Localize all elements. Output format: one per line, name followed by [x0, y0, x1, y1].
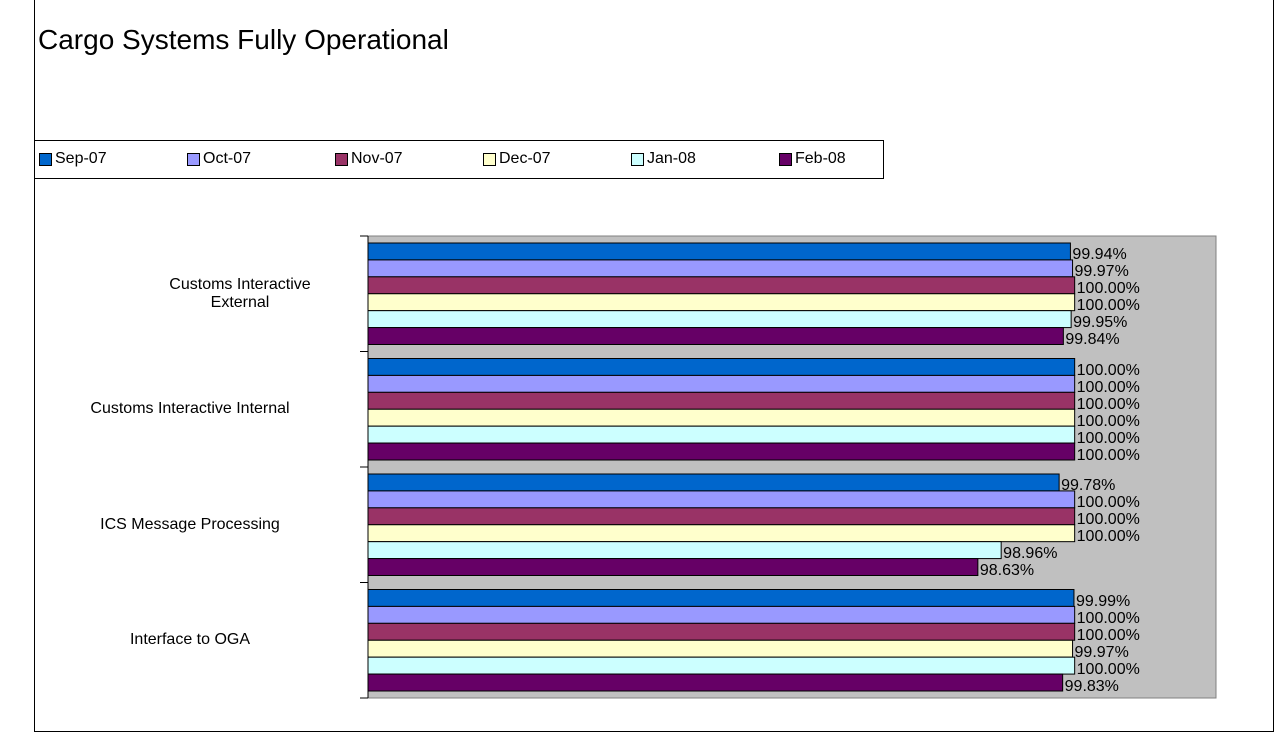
- bar: [367, 507, 1076, 526]
- data-label: 98.96%: [1003, 545, 1058, 563]
- data-label: 100.00%: [1076, 412, 1140, 430]
- bar: [367, 310, 1072, 329]
- bar: [367, 442, 1076, 461]
- data-label: 100.00%: [1076, 626, 1140, 644]
- legend-label: Dec-07: [499, 150, 551, 167]
- category-label: Customs Interactive External: [169, 275, 311, 311]
- legend-swatch: [779, 152, 792, 166]
- bar: [367, 622, 1076, 641]
- legend-item: Nov-07: [335, 150, 403, 168]
- legend-label: Jan-08: [647, 150, 696, 167]
- data-label: 99.95%: [1073, 314, 1128, 332]
- legend-swatch: [335, 152, 348, 166]
- category-label: ICS Message Processing: [100, 515, 280, 533]
- bar: [367, 391, 1076, 410]
- legend-swatch: [483, 152, 496, 166]
- bar: [367, 374, 1076, 393]
- bar: [367, 524, 1076, 543]
- legend-label: Feb-08: [795, 150, 846, 167]
- data-label: 99.78%: [1061, 477, 1116, 495]
- bar: [367, 673, 1064, 692]
- bar: [367, 589, 1075, 607]
- bar: [367, 259, 1074, 278]
- data-label: 100.00%: [1076, 280, 1140, 298]
- legend-label: Oct-07: [203, 150, 252, 167]
- bar: [367, 605, 1076, 624]
- data-label: 99.97%: [1074, 263, 1129, 281]
- bar: [367, 425, 1076, 444]
- data-label: 99.99%: [1075, 592, 1131, 610]
- bar: [367, 558, 979, 576]
- chart-title: Cargo Systems Fully Operational: [38, 24, 449, 55]
- bar: [367, 242, 1071, 261]
- bar: [367, 327, 1064, 346]
- data-label: 99.84%: [1065, 331, 1120, 349]
- bar: [367, 293, 1076, 312]
- data-label: 100.00%: [1076, 660, 1140, 678]
- data-label: 100.00%: [1076, 494, 1140, 512]
- data-label: 100.00%: [1076, 395, 1140, 413]
- bar: [367, 541, 1002, 560]
- legend-swatch: [631, 152, 644, 166]
- bar: [367, 473, 1060, 492]
- legend-item: Jan-08: [631, 150, 696, 168]
- legend-item: Dec-07: [483, 150, 551, 168]
- data-label: 100.00%: [1076, 446, 1140, 464]
- bar: [367, 490, 1076, 509]
- data-label: 100.00%: [1076, 511, 1140, 529]
- legend-label: Nov-07: [351, 150, 403, 167]
- legend-swatch: [187, 152, 200, 166]
- data-label: 100.00%: [1076, 378, 1140, 396]
- category-label: Interface to OGA: [129, 631, 251, 649]
- bar: [367, 656, 1076, 675]
- legend-swatch: [39, 152, 52, 166]
- data-label: 99.83%: [1064, 677, 1119, 695]
- data-label: 100.00%: [1076, 429, 1140, 447]
- data-label: 99.94%: [1072, 246, 1127, 264]
- data-label: 100.00%: [1076, 297, 1140, 315]
- bar: [367, 276, 1076, 295]
- data-label: 100.00%: [1076, 609, 1140, 627]
- data-label: 99.97%: [1074, 643, 1129, 661]
- legend-item: Sep-07: [39, 150, 107, 168]
- legend-label: Sep-07: [55, 150, 107, 167]
- legend-item: Oct-07: [187, 150, 251, 168]
- bar: [367, 408, 1076, 427]
- data-label: 100.00%: [1076, 361, 1140, 379]
- legend: Sep-07 Oct-07 Nov-07 Dec-07 Jan-08 Feb-08: [34, 140, 884, 179]
- data-label: 100.00%: [1076, 528, 1140, 546]
- bar: [367, 358, 1076, 376]
- legend-item: Feb-08: [779, 150, 846, 168]
- bar: [367, 639, 1074, 658]
- data-label: 98.63%: [979, 562, 1035, 580]
- category-label: Customs Interactive Internal: [90, 400, 290, 418]
